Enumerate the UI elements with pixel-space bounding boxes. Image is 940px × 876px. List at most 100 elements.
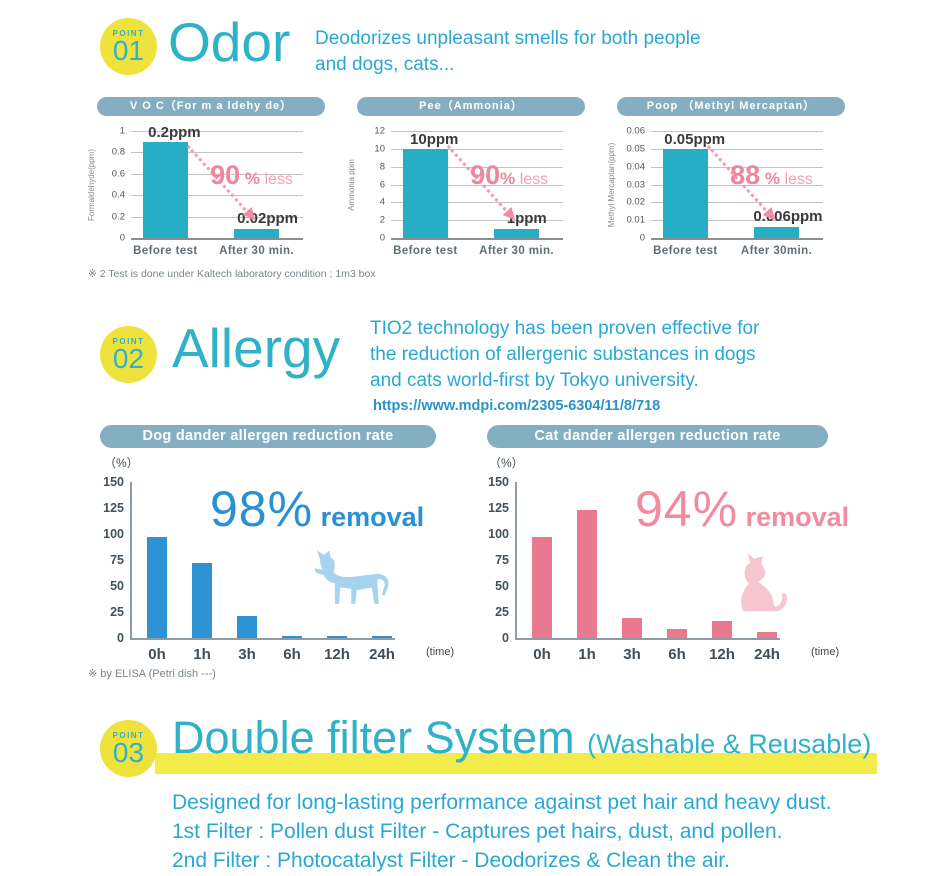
- y-tick-label: 150: [103, 475, 124, 489]
- gridline: [651, 184, 823, 186]
- y-tick-label: 0.01: [626, 214, 646, 226]
- x-category-label: 0h: [148, 646, 166, 663]
- gridline: [131, 238, 303, 240]
- study-link[interactable]: https://www.mdpi.com/2305-6304/11/8/718: [373, 398, 661, 414]
- bar: [237, 616, 257, 638]
- bar: [372, 635, 392, 638]
- gridline: [391, 238, 563, 240]
- allergy-desc-line3: and cats world-first by Tokyo university…: [370, 370, 699, 391]
- dog-silhouette-icon: [314, 550, 389, 604]
- x-category-label: 24h: [754, 646, 780, 663]
- gridline: [651, 148, 823, 150]
- x-category-label: Before test: [393, 245, 458, 257]
- y-tick-label: 75: [495, 553, 509, 567]
- reduction-percent: 88 % less: [730, 159, 813, 190]
- allergy-footnote: ※ by ELISA (Petri dish ---): [88, 668, 216, 680]
- gridline: [391, 148, 563, 150]
- gridline: [651, 220, 823, 222]
- bar-after-test: [234, 229, 279, 238]
- gridline: [651, 131, 823, 132]
- bar: [577, 510, 597, 638]
- chart-title-pill: Poop （Methyl Mercaptan）: [617, 97, 845, 116]
- yellow-highlight-bar: [155, 753, 877, 774]
- dog-removal-callout: 98% removal: [210, 480, 424, 538]
- bar-value-label: 0.05ppm: [664, 130, 726, 148]
- bar-before-test: [663, 148, 708, 238]
- gridline: [391, 220, 563, 222]
- voc-chart: V O C（For m a ldehy de） Formaldehyde(ppm)…: [85, 95, 335, 275]
- allergy-desc-line2: the reduction of allergenic substances i…: [370, 344, 756, 365]
- filter-title-text: Double filter System: [172, 712, 575, 763]
- odor-title: Odor: [168, 11, 291, 73]
- bar: [667, 628, 687, 638]
- chart-title-pill: V O C（For m a ldehy de）: [97, 97, 325, 116]
- filter-subtitle: (Washable & Reusable): [587, 729, 872, 759]
- y-tick-label: 50: [495, 579, 509, 593]
- y-axis-label: Ammonia ppm: [347, 158, 356, 211]
- gridline: [131, 195, 303, 197]
- y-axis-label: Formaldehyde(ppm): [87, 148, 96, 221]
- y-tick-label: 2: [379, 214, 385, 226]
- cat-chart-block: Cat dander allergen reduction rate （%） 15…: [480, 422, 850, 672]
- bar: [757, 631, 777, 638]
- plot-area: Formaldehyde(ppm) 1 0.8 0.6 0.4 0.2 0 0.2ppm 0.0…: [87, 124, 303, 257]
- x-category-label: 1h: [193, 646, 211, 663]
- y-tick-label: 75: [110, 553, 124, 567]
- plot-area: Ammonia ppm 12 10 8 6 4 2 0 10ppm 1ppm 90% less Bef…: [347, 126, 563, 257]
- y-axis-label: Methyl Mercaptan(ppm): [607, 142, 616, 227]
- x-category-label: 0h: [533, 646, 551, 663]
- y-tick-label: 0: [119, 232, 125, 244]
- x-category-label: 12h: [709, 646, 735, 663]
- allergy-desc-line1: TIO2 technology has been proven effectiv…: [370, 318, 760, 339]
- gridline: [131, 152, 303, 154]
- y-tick-label: 150: [488, 475, 509, 489]
- y-tick-label: 100: [488, 527, 509, 541]
- y-tick-label: 0.05: [626, 143, 646, 155]
- bar-after-test: [494, 229, 539, 238]
- reduction-percent: 90 % less: [210, 159, 293, 190]
- y-tick-label: 0.03: [626, 179, 646, 190]
- mercaptan-chart: Poop （Methyl Mercaptan） Methyl Mercaptan(…: [605, 95, 855, 275]
- bar-after-test: [754, 227, 799, 238]
- y-tick-label: 1: [119, 125, 125, 137]
- filter-description: Designed for long-lasting performance ag…: [172, 788, 832, 875]
- filter-desc-line3: 2nd Filter : Photocatalyst Filter - Deod…: [172, 849, 730, 872]
- odor-description: Deodorizes unpleasant smells for both pe…: [315, 26, 701, 78]
- y-tick-label: 25: [110, 605, 124, 619]
- dog-removal-percent: 98%: [210, 481, 314, 537]
- point-number: 03: [112, 736, 145, 768]
- y-tick-label: 0: [502, 631, 509, 645]
- y-tick-label: 10: [374, 143, 385, 155]
- y-tick-label: 6: [379, 179, 385, 190]
- x-category-label: 3h: [238, 646, 256, 663]
- bar: [327, 635, 347, 638]
- cat-chart-title-pill: Cat dander allergen reduction rate: [487, 425, 828, 448]
- y-tick-label: 25: [495, 605, 509, 619]
- plot-area: Methyl Mercaptan(ppm) 0.06 0.05 0.04 0.03 0.0…: [607, 126, 823, 257]
- dog-chart-title-pill: Dog dander allergen reduction rate: [100, 425, 436, 448]
- time-axis-label: (time): [426, 646, 455, 658]
- y-tick-label: 4: [379, 196, 385, 208]
- cat-plot-area: （%） 150 125 100 75 50 25 0 0h 1h 3h 6h 12h 24h (time): [488, 456, 839, 663]
- y-tick-label: 0.6: [111, 168, 125, 180]
- dog-plot-area: （%） 150 125 100 75 50 25 0 0h 1h 3h 6h 12h 24h (time): [103, 456, 454, 663]
- point-2-badge: POINT 02: [100, 326, 157, 383]
- gridline: [651, 238, 823, 240]
- y-tick-label: 0.4: [111, 189, 125, 201]
- gridline: [391, 131, 563, 132]
- filter-desc-line2: 1st Filter : Pollen dust Filter - Captur…: [172, 820, 783, 843]
- x-category-label: Before test: [133, 245, 198, 257]
- y-tick-label: 125: [103, 501, 124, 515]
- bar-value-label: 10ppm: [410, 130, 459, 148]
- odor-desc-line2: and dogs, cats...: [315, 54, 455, 75]
- x-category-label: After 30 min.: [219, 245, 294, 257]
- x-category-label: 6h: [283, 646, 301, 663]
- gridline: [391, 202, 563, 204]
- cat-silhouette-icon: [741, 553, 787, 612]
- point-1-badge: POINT 01: [100, 18, 157, 75]
- bar-value-label: 0.2ppm: [148, 123, 201, 141]
- point-label: POINT: [112, 730, 145, 740]
- cat-removal-callout: 94% removal: [635, 480, 849, 538]
- bar: [147, 537, 167, 638]
